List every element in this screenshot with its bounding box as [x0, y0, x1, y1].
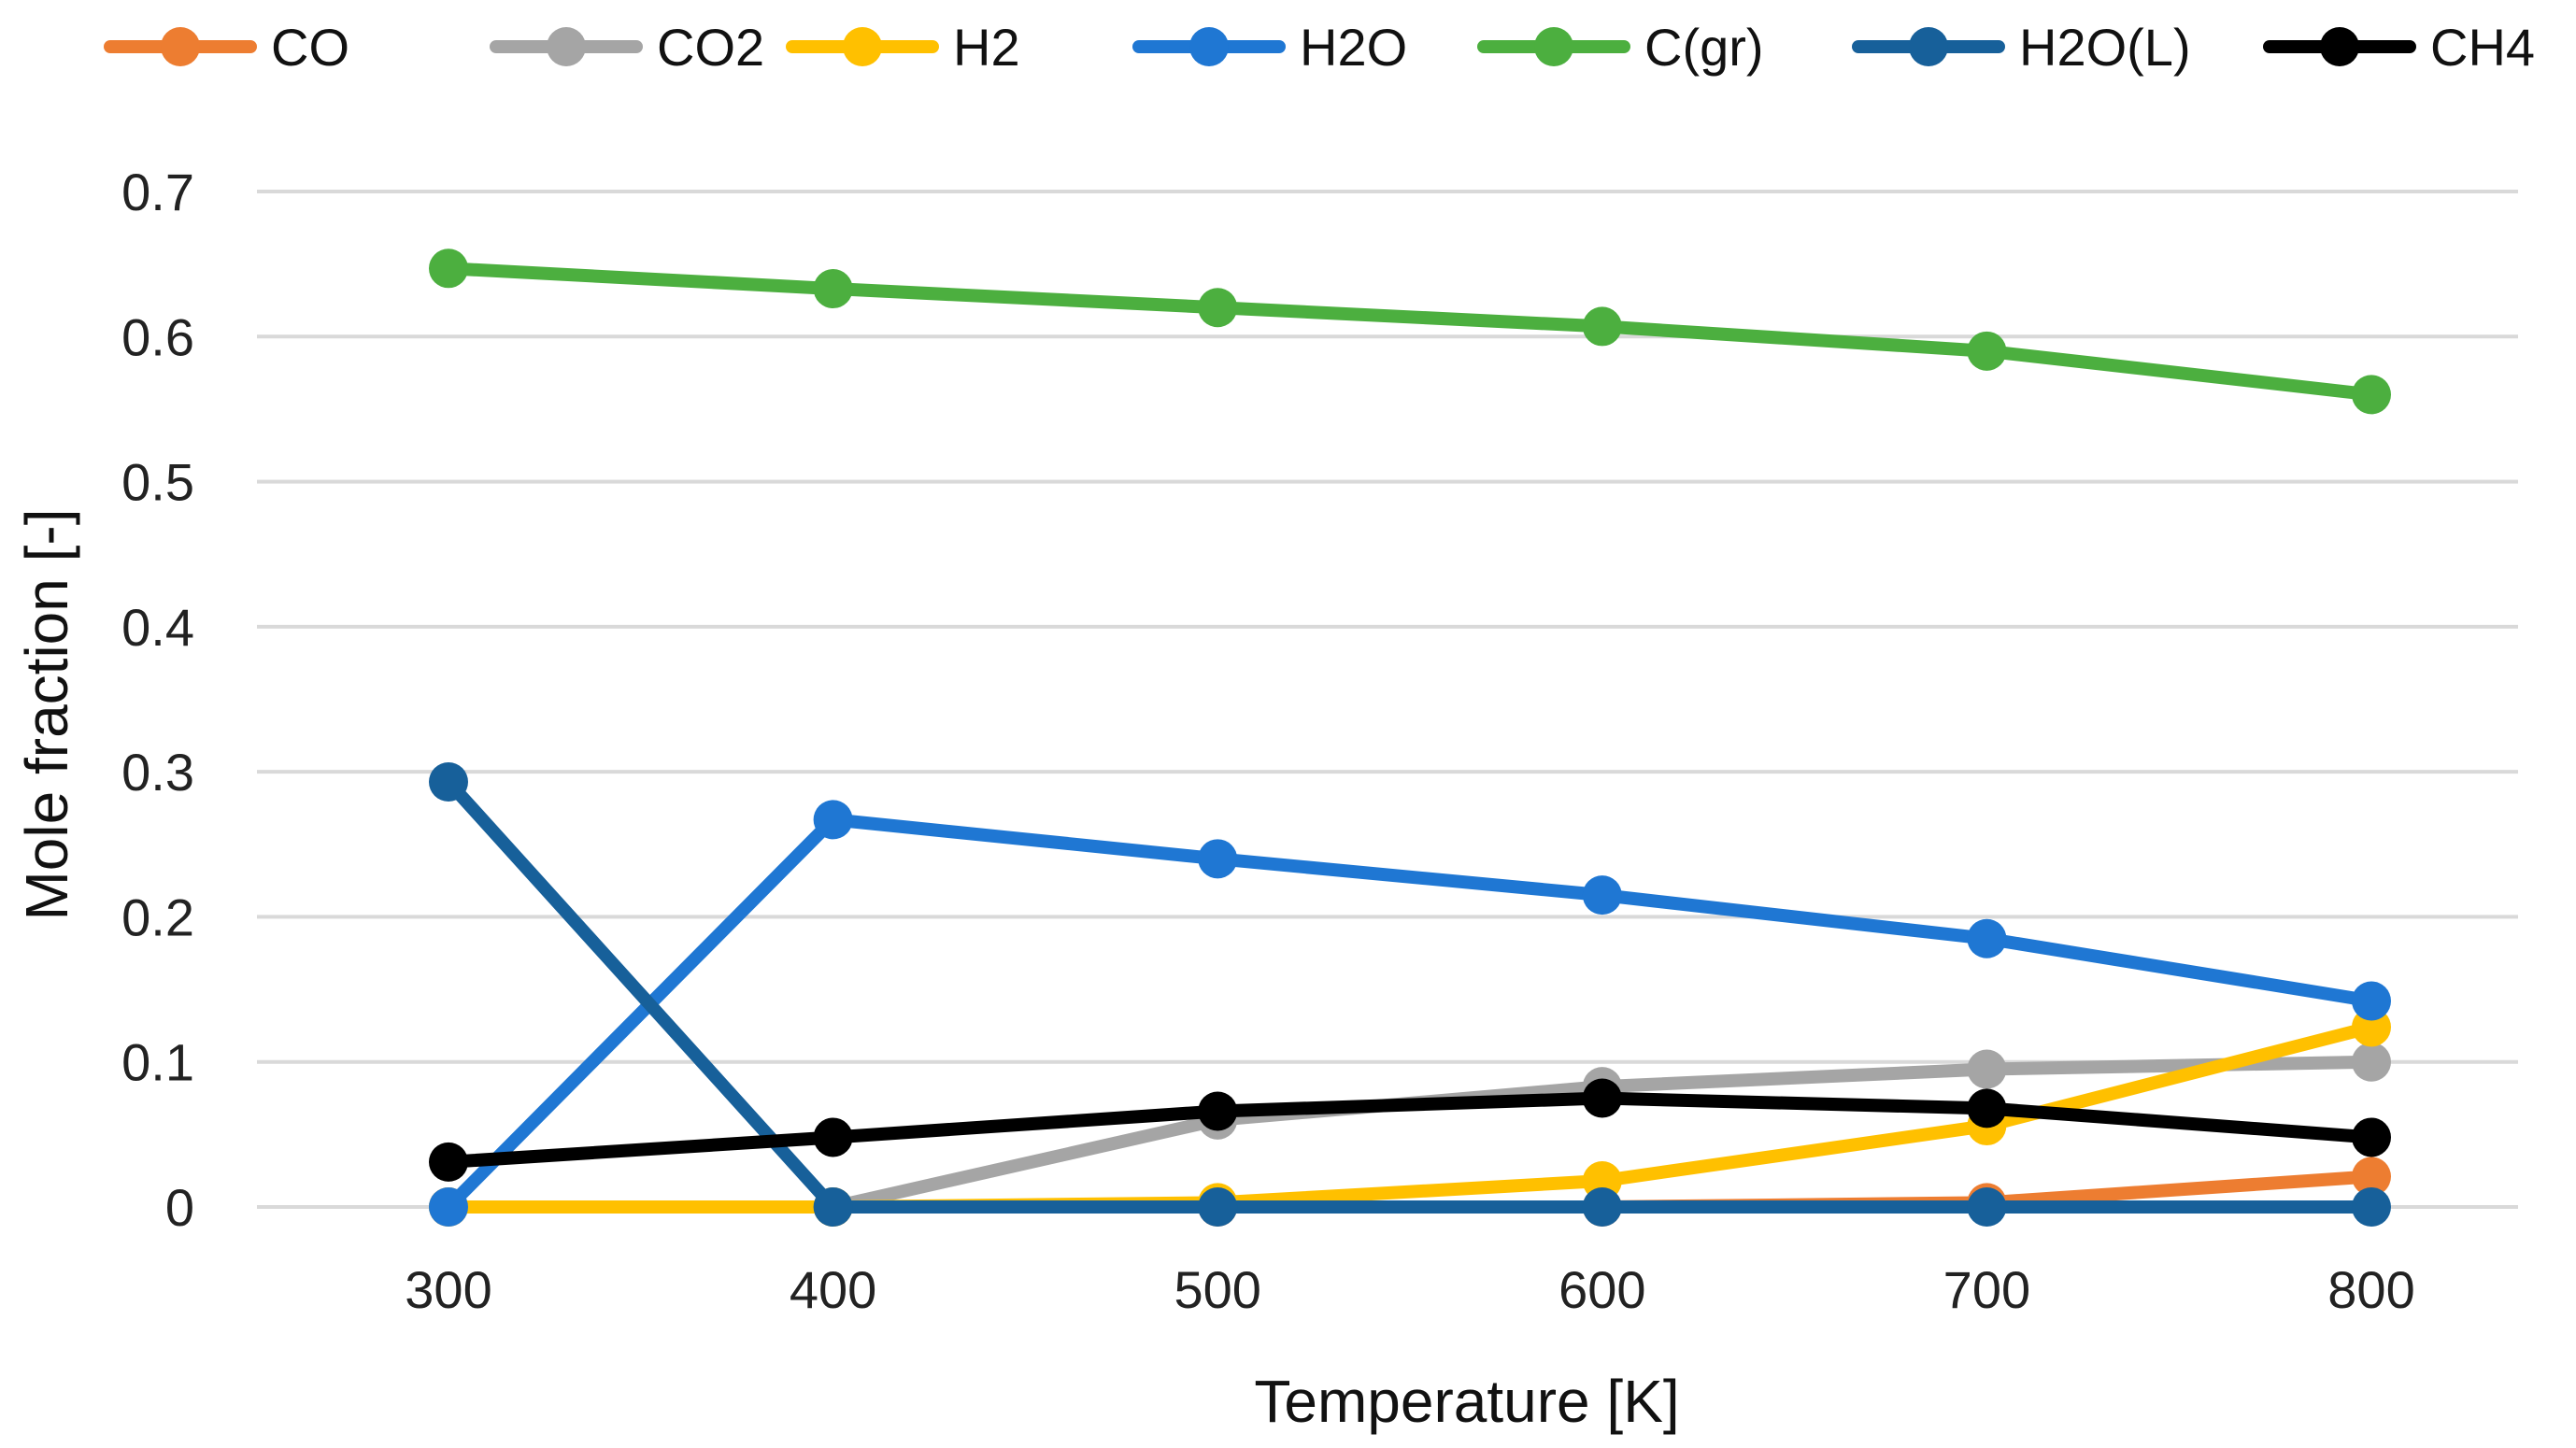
legend-marker	[1909, 27, 1948, 66]
series-line-c-gr-	[442, 262, 2378, 402]
y-tick-label: 0.5	[121, 453, 194, 512]
data-point	[429, 762, 468, 802]
data-point	[1582, 1078, 1622, 1118]
data-point	[2352, 375, 2391, 415]
legend: CO CO2 H2 H2O C(gr) H2O(L) CH4	[104, 18, 2535, 77]
x-tick-label: 700	[1943, 1260, 2030, 1319]
data-point	[1198, 1187, 1238, 1227]
y-tick-label: 0.6	[121, 307, 194, 366]
data-point	[1198, 1091, 1238, 1131]
legend-label: CO2	[657, 18, 764, 77]
y-tick-label: 0.2	[121, 887, 194, 946]
legend-label: H2O	[1300, 18, 1407, 77]
data-point	[2352, 1117, 2391, 1157]
data-point	[1582, 875, 1622, 916]
y-tick-label: 0.3	[121, 743, 194, 802]
x-axis-title: Temperature [K]	[1254, 1368, 1679, 1435]
data-point	[2352, 1042, 2391, 1082]
x-tick-label: 400	[790, 1260, 876, 1319]
legend-marker	[547, 27, 586, 66]
y-tick-label: 0.4	[121, 598, 194, 657]
legend-label: H2	[953, 18, 1020, 77]
axis-layer: 0 0.1 0.2 0.3 0.4 0.5 0.6 0.7 300 400 500 600 700 800	[121, 163, 2415, 1319]
data-point	[429, 248, 468, 289]
series-layer	[429, 248, 2391, 1227]
data-point	[1198, 288, 1238, 328]
legend-label: H2O(L)	[2019, 18, 2191, 77]
data-point	[813, 1187, 853, 1227]
y-tick-label: 0	[165, 1178, 194, 1237]
x-tick-label: 300	[405, 1260, 491, 1319]
legend-marker	[2320, 27, 2359, 66]
data-point	[1967, 1088, 2007, 1129]
data-point	[813, 800, 853, 840]
data-point	[429, 1187, 468, 1227]
grid-layer	[257, 190, 2518, 1209]
series-line-ch4	[442, 1091, 2378, 1169]
data-point	[2352, 1187, 2391, 1227]
data-point	[1967, 331, 2007, 371]
data-point	[1967, 1049, 2007, 1089]
data-point	[1582, 1187, 1622, 1227]
data-point	[2352, 981, 2391, 1021]
y-tick-label: 0.1	[121, 1033, 194, 1092]
legend-label: C(gr)	[1644, 18, 1764, 77]
legend-label: CO	[271, 18, 349, 77]
data-point	[429, 1142, 468, 1182]
series-line-h2o	[442, 813, 2378, 1214]
data-point	[813, 1117, 853, 1157]
y-tick-label: 0.7	[121, 163, 194, 221]
data-point	[1582, 306, 1622, 347]
legend-label: CH4	[2430, 18, 2535, 77]
legend-marker	[843, 27, 882, 66]
data-point	[813, 269, 853, 309]
data-point	[2352, 1157, 2391, 1197]
legend-marker	[1534, 27, 1573, 66]
x-tick-label: 600	[1558, 1260, 1645, 1319]
data-point	[1198, 839, 1238, 879]
legend-marker	[1189, 27, 1229, 66]
x-tick-label: 500	[1174, 1260, 1260, 1319]
x-tick-label: 800	[2327, 1260, 2414, 1319]
y-axis-title: Mole fraction [-]	[13, 508, 80, 920]
data-point	[1967, 918, 2007, 958]
legend-marker	[161, 27, 200, 66]
data-point	[1967, 1187, 2007, 1227]
